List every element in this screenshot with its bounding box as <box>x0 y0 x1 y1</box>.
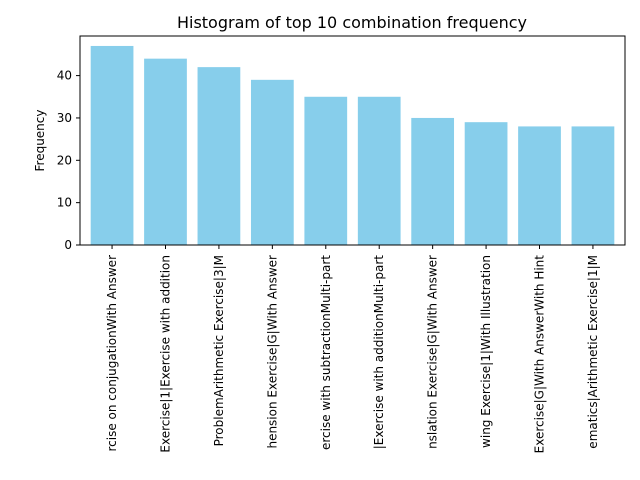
x-tick-label: Exercise|G|With AnswerWith Hint <box>533 255 547 454</box>
x-axis: rcise on conjugationWith Answer Exercise|… <box>105 245 600 453</box>
bar-10 <box>571 126 615 245</box>
y-tick-label: 30 <box>57 111 72 125</box>
bars-group <box>90 45 615 246</box>
y-tick-label: 40 <box>57 69 72 83</box>
bar-7 <box>411 117 455 245</box>
plot-frame <box>79 35 626 246</box>
bar-6 <box>357 96 401 246</box>
y-axis-label: Frequency <box>33 110 47 172</box>
x-tick-label: |Exercise with additionMulti-part <box>372 255 386 450</box>
x-tick-label: ercise with subtractionMulti-part <box>319 255 333 450</box>
x-tick-label: nslation Exercise|G|With Answer <box>426 255 440 449</box>
x-tick-label: wing Exercise|1|With Illustration <box>479 255 493 448</box>
x-tick-label: ematics|Arithmetic Exercise|1|M <box>586 255 600 449</box>
bar-4 <box>250 79 294 245</box>
bar-9 <box>518 126 561 245</box>
bar-8 <box>464 122 508 245</box>
x-tick-label: rcise on conjugationWith Answer <box>105 255 119 452</box>
bar-1 <box>90 45 134 246</box>
y-tick-label: 20 <box>57 153 72 167</box>
bar-2 <box>144 58 187 245</box>
y-axis: 0 10 20 30 40 <box>57 69 80 252</box>
chart-title: Histogram of top 10 combination frequenc… <box>177 13 527 32</box>
y-tick-label: 10 <box>57 196 72 210</box>
x-tick-label: hension Exercise|G|With Answer <box>265 255 279 449</box>
bar-5 <box>304 96 348 246</box>
bar-3 <box>197 67 241 246</box>
x-tick-label: ProblemArithmetic Exercise|3|M <box>212 255 226 446</box>
x-tick-label: Exercise|1|Exercise with addition <box>158 255 172 453</box>
y-tick-label: 0 <box>64 238 72 252</box>
